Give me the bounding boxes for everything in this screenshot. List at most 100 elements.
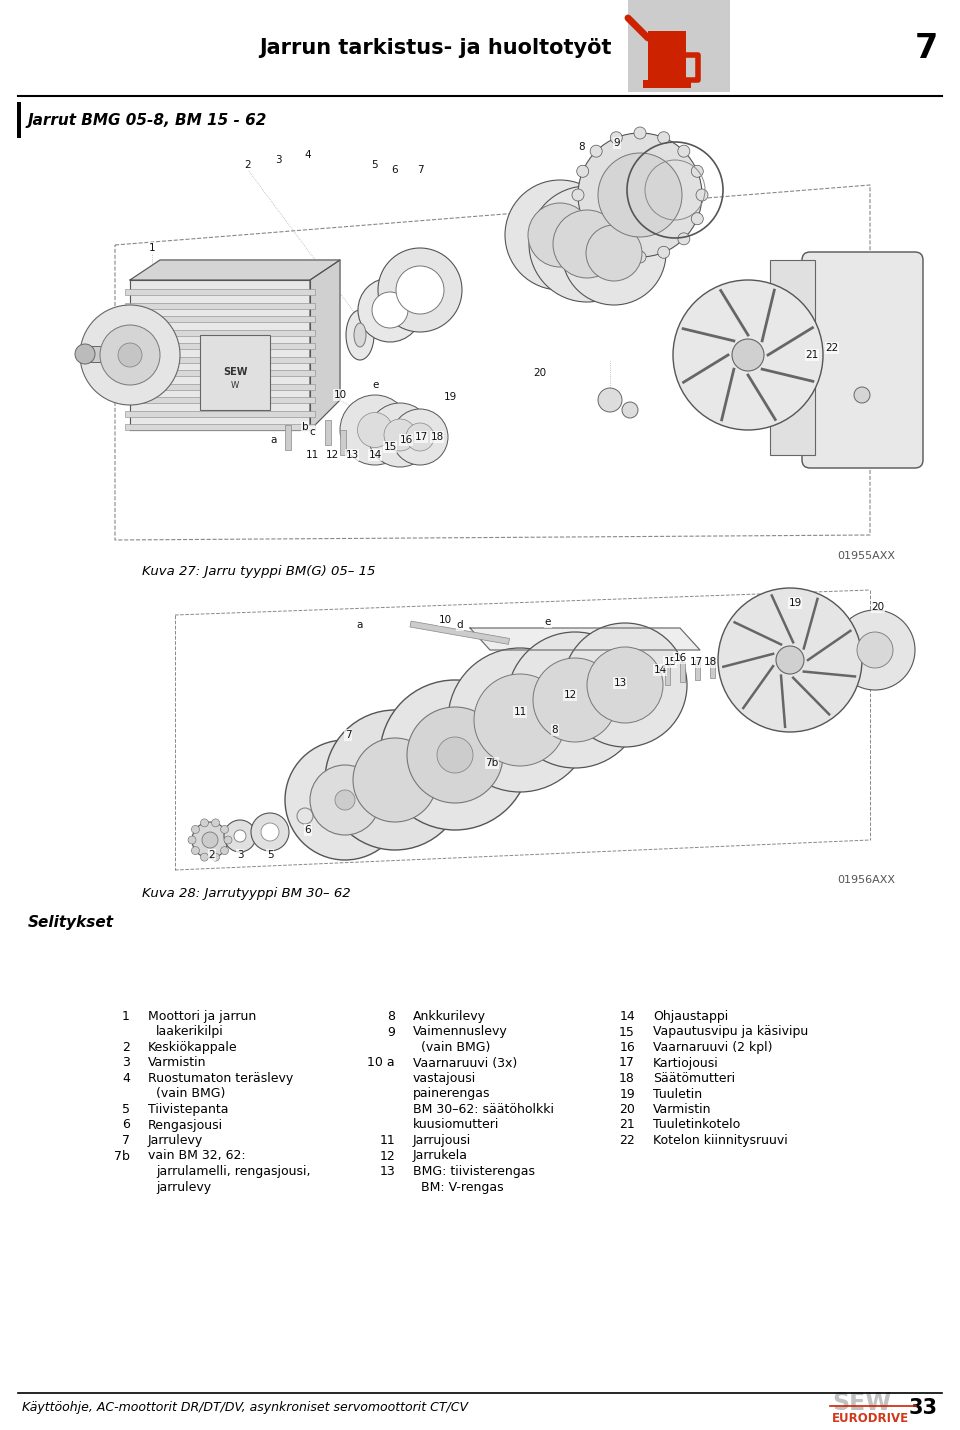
Text: 1: 1 (122, 1010, 130, 1022)
Text: 18: 18 (704, 656, 716, 666)
Text: Käyttöohje, AC-moottorit DR/DT/DV, asynkroniset servomoottorit CT/CV: Käyttöohje, AC-moottorit DR/DT/DV, asynk… (22, 1401, 468, 1414)
Text: Tiivistepanta: Tiivistepanta (148, 1103, 228, 1115)
Text: 2: 2 (122, 1041, 130, 1054)
Text: 7: 7 (345, 729, 351, 739)
Text: EURODRIVE: EURODRIVE (832, 1411, 909, 1424)
Text: 8: 8 (387, 1010, 395, 1022)
Circle shape (368, 403, 432, 468)
Bar (628, 0, 730, 92)
Circle shape (118, 343, 142, 368)
Text: 9: 9 (387, 1025, 395, 1038)
Text: 9: 9 (613, 139, 620, 147)
Circle shape (776, 646, 804, 674)
Bar (125, 383, 315, 389)
Text: 20: 20 (619, 1103, 635, 1115)
Circle shape (396, 266, 444, 315)
Circle shape (448, 648, 592, 792)
Text: 7b: 7b (486, 758, 498, 768)
Circle shape (80, 305, 180, 405)
Bar (410, 621, 510, 645)
Text: (vain BMG): (vain BMG) (421, 1041, 491, 1054)
Circle shape (658, 246, 670, 259)
Text: Jarrun tarkistus- ja huoltotyöt: Jarrun tarkistus- ja huoltotyöt (259, 39, 612, 59)
Text: 22: 22 (826, 343, 839, 353)
Text: 2: 2 (245, 160, 252, 170)
Circle shape (325, 711, 465, 849)
Polygon shape (130, 260, 340, 280)
Circle shape (75, 345, 95, 365)
Bar (648, 34, 686, 41)
Circle shape (634, 252, 646, 263)
Circle shape (221, 847, 228, 855)
Bar (17, 102, 21, 139)
Text: BM: V-rengas: BM: V-rengas (421, 1181, 504, 1194)
Text: Jarrulevy: Jarrulevy (148, 1134, 204, 1147)
Circle shape (572, 189, 584, 202)
Text: e: e (545, 616, 551, 626)
Circle shape (577, 166, 588, 177)
Circle shape (358, 277, 422, 342)
Text: BM 30–62: säätöholkki: BM 30–62: säätöholkki (413, 1103, 554, 1115)
Text: 17: 17 (689, 656, 703, 666)
Circle shape (673, 280, 823, 430)
Text: 3: 3 (237, 849, 243, 859)
Circle shape (372, 292, 408, 327)
Circle shape (384, 419, 416, 450)
Circle shape (392, 409, 448, 465)
Text: 7: 7 (915, 31, 938, 64)
Text: SEW: SEW (832, 1391, 891, 1416)
Text: 18: 18 (430, 432, 444, 442)
Text: 20: 20 (534, 368, 546, 378)
Text: Tuuletinkotelo: Tuuletinkotelo (653, 1118, 740, 1131)
Text: 16: 16 (673, 654, 686, 664)
Text: 13: 13 (379, 1165, 395, 1178)
Text: Ruostumaton teräslevy: Ruostumaton teräslevy (148, 1072, 293, 1085)
Text: W: W (230, 382, 239, 390)
Circle shape (854, 388, 870, 403)
Text: e: e (372, 380, 379, 390)
Circle shape (718, 588, 862, 732)
Circle shape (310, 765, 380, 835)
Text: Keskiökappale: Keskiökappale (148, 1041, 238, 1054)
Circle shape (598, 153, 682, 237)
Circle shape (529, 186, 645, 302)
Circle shape (380, 681, 530, 829)
Circle shape (634, 127, 646, 139)
Circle shape (590, 233, 602, 245)
Text: 5: 5 (122, 1103, 130, 1115)
Circle shape (285, 739, 405, 859)
Circle shape (835, 611, 915, 691)
Circle shape (100, 325, 160, 385)
Circle shape (562, 202, 666, 305)
Circle shape (611, 132, 622, 144)
Circle shape (357, 412, 393, 448)
Circle shape (192, 822, 228, 858)
Bar (125, 343, 315, 349)
Text: Varmistin: Varmistin (148, 1057, 206, 1070)
Bar (643, 80, 691, 89)
Text: Säätömutteri: Säätömutteri (653, 1072, 735, 1085)
Text: 7: 7 (122, 1134, 130, 1147)
Text: Tuuletin: Tuuletin (653, 1087, 702, 1101)
Text: 19: 19 (788, 598, 802, 608)
Text: 13: 13 (346, 450, 359, 460)
Bar (648, 31, 686, 83)
Text: 21: 21 (805, 350, 819, 360)
Text: Moottori ja jarrun: Moottori ja jarrun (148, 1010, 256, 1022)
Text: 19: 19 (444, 392, 457, 402)
FancyBboxPatch shape (802, 252, 923, 468)
Polygon shape (310, 260, 340, 430)
Bar (340, 430, 346, 455)
Text: 1: 1 (149, 243, 156, 253)
Text: 7: 7 (417, 164, 423, 174)
Circle shape (211, 819, 220, 827)
Circle shape (191, 847, 200, 855)
Bar (695, 661, 700, 681)
Bar (680, 662, 685, 682)
Text: 13: 13 (613, 678, 627, 688)
Bar (710, 658, 715, 678)
Text: Ohjaustappi: Ohjaustappi (653, 1010, 729, 1022)
Text: d: d (457, 621, 464, 631)
Circle shape (335, 789, 355, 809)
Text: (vain BMG): (vain BMG) (156, 1087, 226, 1101)
